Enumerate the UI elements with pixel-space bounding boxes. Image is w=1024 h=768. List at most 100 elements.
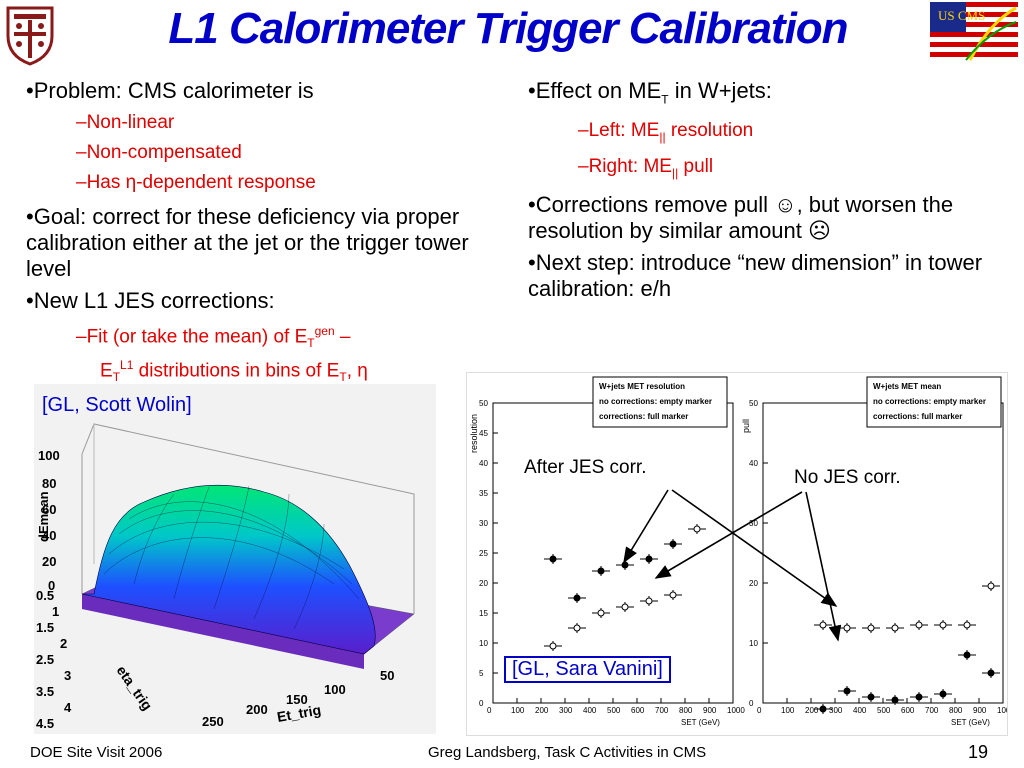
point-no-corrections <box>621 603 629 611</box>
svg-text:80: 80 <box>42 476 56 491</box>
svg-text:0.5: 0.5 <box>36 588 54 603</box>
svg-text:20: 20 <box>42 554 56 569</box>
ytick-label: 20 <box>749 579 758 588</box>
bullet-goal: •Goal: correct for these deficiency via … <box>26 204 469 281</box>
xaxis-label: Et_trig <box>276 701 322 724</box>
svg-text:0: 0 <box>48 578 55 593</box>
point-no-corrections <box>597 609 605 617</box>
xtick-label: 800 <box>679 706 693 715</box>
ytick-label: 10 <box>479 639 488 648</box>
svg-text:4.5: 4.5 <box>36 716 54 731</box>
ytick-label: 20 <box>479 579 488 588</box>
point-no-corrections <box>573 624 581 632</box>
point-no-corrections <box>963 621 971 629</box>
point-corrections <box>669 540 677 548</box>
point-corrections <box>867 693 875 701</box>
point-corrections <box>915 693 923 701</box>
point-no-corrections <box>843 624 851 632</box>
svg-text:no corrections: empty marker: no corrections: empty marker <box>599 397 712 406</box>
xtick-label: 900 <box>703 706 717 715</box>
xtick-label: 500 <box>607 706 621 715</box>
brown-university-seal-logo <box>4 2 56 66</box>
svg-text:3: 3 <box>64 668 71 683</box>
xaxis-ticks: 50 100 150 200 250 <box>202 668 394 729</box>
point-corrections <box>891 696 899 704</box>
credit-scott-wolin: [GL, Scott Wolin] <box>42 394 192 416</box>
svg-text:2: 2 <box>60 636 67 651</box>
arrow-no-to-right <box>805 491 842 642</box>
xtick-label: 100 <box>781 706 795 715</box>
svg-text:4: 4 <box>64 700 72 715</box>
svg-text:W+jets MET resolution: W+jets MET resolution <box>599 382 685 391</box>
sub-bullet-fit-line2: ETL1 distributions in bins of ET, η <box>100 358 368 385</box>
svg-text:100: 100 <box>324 682 346 697</box>
svg-text:corrections: full marker: corrections: full marker <box>599 412 688 421</box>
point-corrections <box>843 687 851 695</box>
met-plots-panel: W+jets MET resolution no corrections: em… <box>466 372 1015 736</box>
point-corrections <box>573 594 581 602</box>
bullet-new-corrections: •New L1 JES corrections: <box>26 288 275 313</box>
us-cms-flag-logo: US CMS <box>930 2 1018 62</box>
point-no-corrections <box>891 624 899 632</box>
xtick-label: 200 <box>805 706 819 715</box>
right-plot-frame <box>762 402 1004 704</box>
svg-text:2.5: 2.5 <box>36 652 54 667</box>
xtick-label: 500 <box>877 706 891 715</box>
ytick-label: 10 <box>749 639 758 648</box>
ytick-label: 40 <box>479 459 488 468</box>
ytick-label: 5 <box>479 669 484 678</box>
xtick-label: 0 <box>757 706 762 715</box>
xtick-label: 400 <box>583 706 597 715</box>
point-no-corrections <box>939 621 947 629</box>
left-text-column: •Problem: CMS calorimeter is –Non-linear… <box>26 78 496 388</box>
ytick-label: 25 <box>479 549 488 558</box>
ytick-label: 35 <box>479 489 488 498</box>
ytick-label: 0 <box>479 699 484 708</box>
sub-bullet-fit-line1: –Fit (or take the mean) of ETgen – <box>76 324 351 351</box>
xtick-label: 700 <box>925 706 939 715</box>
credit-sara-vanini: [GL, Sara Vanini] <box>504 656 671 683</box>
sub-bullet-nonlinear: –Non-linear <box>76 112 175 133</box>
arrow-no-to-left <box>654 491 803 579</box>
point-corrections <box>597 567 605 575</box>
point-no-corrections <box>867 624 875 632</box>
yaxis-ticks: 0.5 1 1.5 2 2.5 3 3.5 4 4.5 <box>36 588 72 731</box>
point-corrections <box>549 555 557 563</box>
left-xticks: 0 100 200 300 400 500 600 700 800 900 1000 <box>487 698 745 715</box>
right-yticks: 50 40 30 20 10 0 <box>749 399 768 708</box>
point-corrections <box>645 555 653 563</box>
svg-text:250: 250 <box>202 714 224 729</box>
xtick-label: 0 <box>487 706 492 715</box>
xtick-label: 200 <box>535 706 549 715</box>
right-xlabel: SET (GeV) <box>951 718 990 727</box>
point-no-corrections <box>669 591 677 599</box>
surface-plot-3d: dEmean 100 80 60 40 20 0 0.5 1 1.5 2 2.5… <box>34 384 436 734</box>
ytick-label: 50 <box>479 399 488 408</box>
ytick-label: 15 <box>479 609 488 618</box>
ytick-label: 30 <box>749 519 758 528</box>
zaxis-ticks: 100 80 60 40 20 0 <box>38 448 60 593</box>
svg-text:200: 200 <box>246 702 268 717</box>
point-corrections <box>963 651 971 659</box>
right-xticks: 0 100 200 300 400 500 600 700 800 900 1000 <box>757 698 1015 715</box>
sub-bullet-right-pull: –Right: ME|| pull <box>578 156 714 180</box>
bullet-next-step: •Next step: introduce “new dimension” in… <box>528 249 983 301</box>
point-no-corrections <box>915 621 923 629</box>
xtick-label: 600 <box>631 706 645 715</box>
point-no-corrections <box>819 621 827 629</box>
xtick-label: 400 <box>853 706 867 715</box>
xtick-label: 900 <box>973 706 987 715</box>
left-legend-text: W+jets MET resolution no corrections: em… <box>599 382 712 421</box>
bullet-effect: •Effect on MET in W+jets: <box>528 78 772 107</box>
svg-text:1: 1 <box>52 604 59 619</box>
point-corrections <box>987 669 995 677</box>
sub-bullet-left-resolution: –Left: ME|| resolution <box>578 120 754 145</box>
left-xlabel: SET (GeV) <box>681 718 720 727</box>
svg-text:150: 150 <box>286 692 308 707</box>
right-legend-box <box>866 376 1002 428</box>
left-ylabel: resolution <box>469 414 479 453</box>
xtick-label: 1000 <box>997 706 1007 715</box>
ytick-label: 50 <box>749 399 758 408</box>
svg-text:100: 100 <box>38 448 60 463</box>
